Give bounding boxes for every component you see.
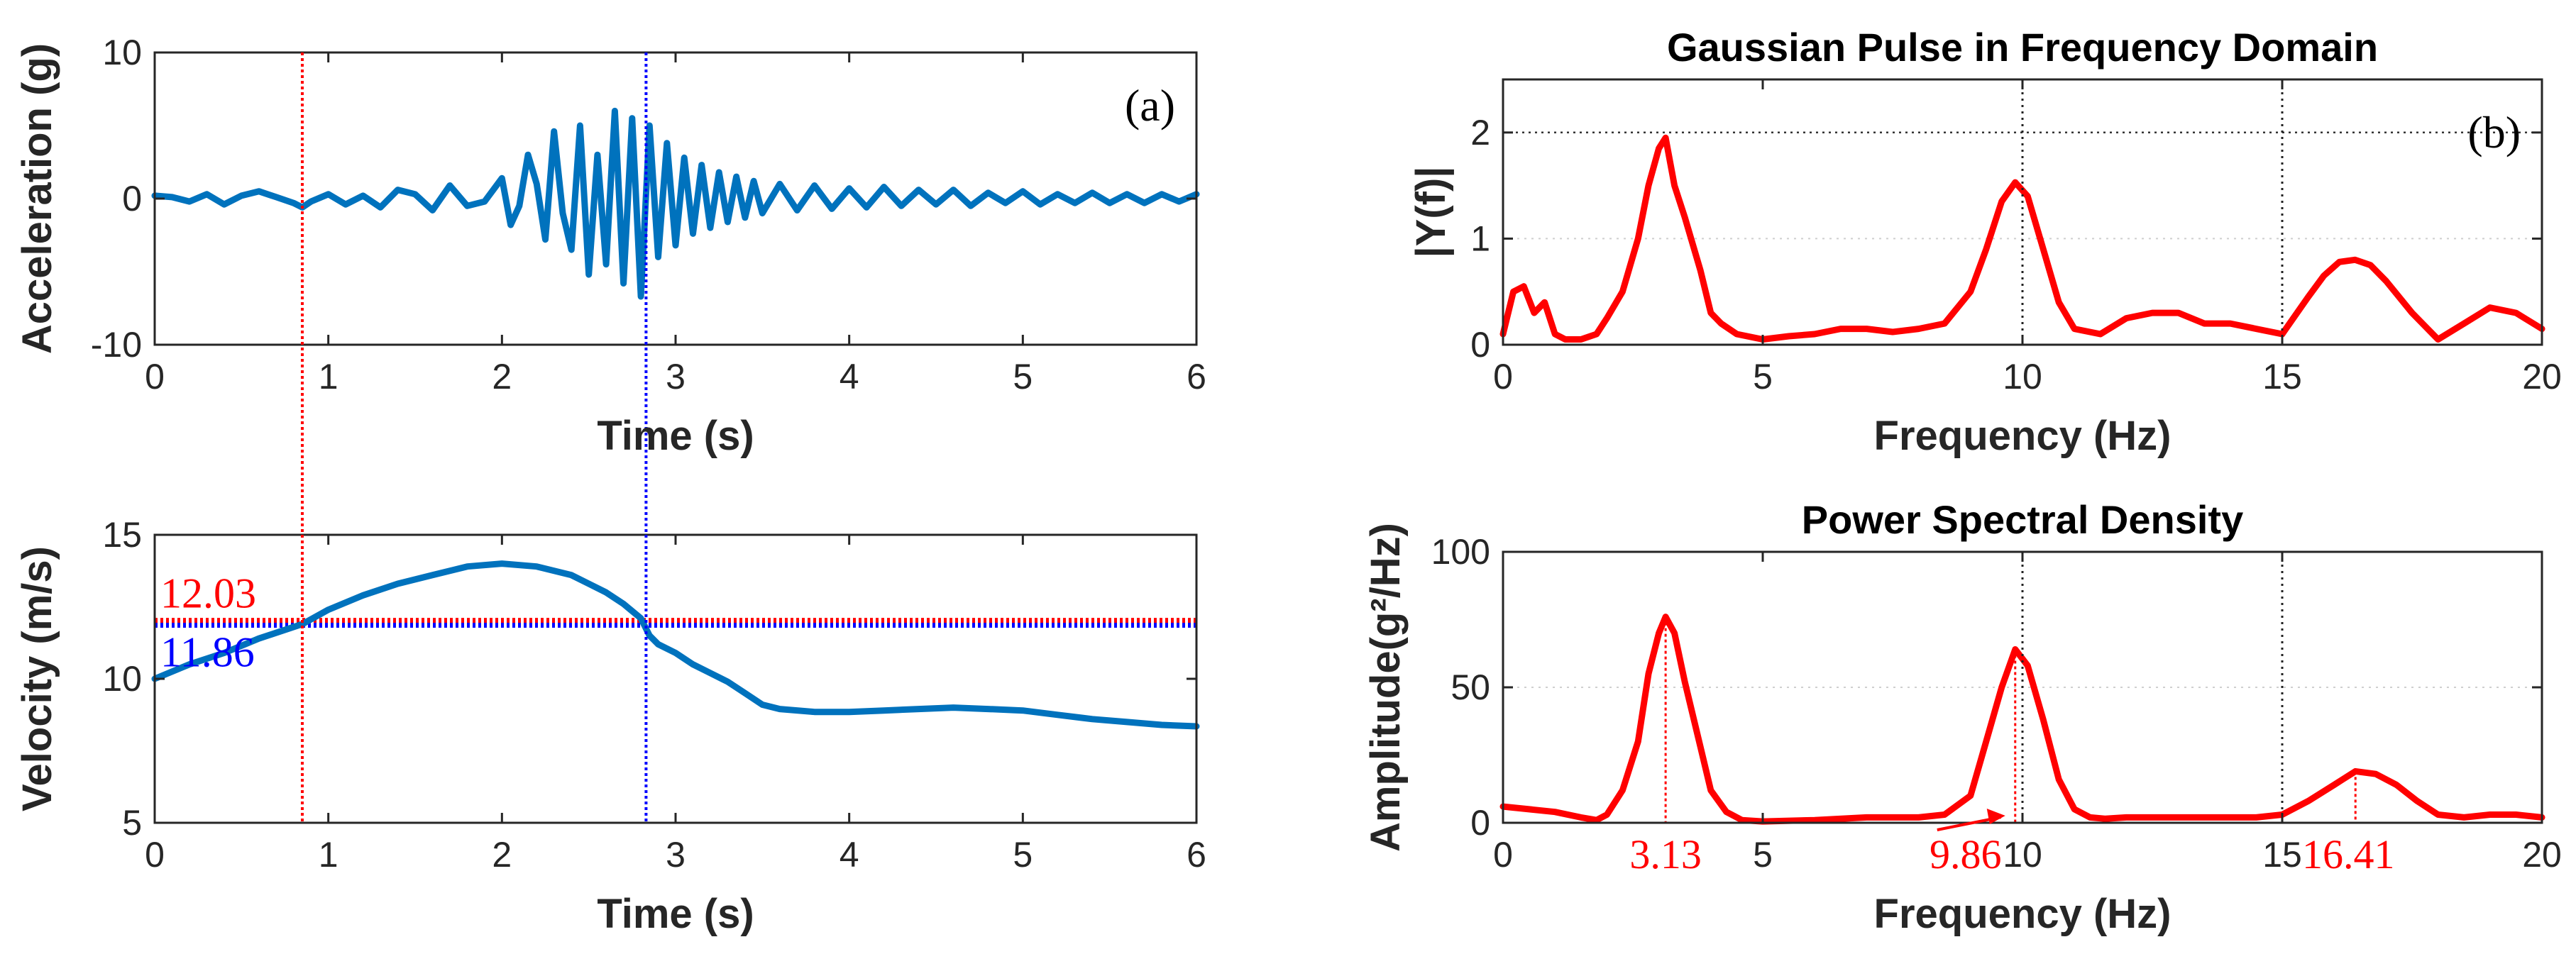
overlay-layer <box>153 51 2543 831</box>
psd-peak-label-1: 9.86 <box>1930 831 2002 877</box>
acc-xtick-label: 4 <box>840 357 859 396</box>
vel-axes-box <box>153 533 1198 824</box>
psd-xtick-label: 10 <box>2003 835 2042 875</box>
psd-xtick-label: 5 <box>1753 835 1773 875</box>
vel-xlabel: Time (s) <box>597 891 754 937</box>
psd-ytick-label: 50 <box>1451 667 1490 707</box>
vel-xtick-label: 2 <box>492 835 512 875</box>
fft-xtick-label: 20 <box>2522 357 2562 396</box>
vel-xtick-label: 5 <box>1013 835 1033 875</box>
fft-xtick-label: 0 <box>1493 357 1513 396</box>
vel-xtick-label: 4 <box>840 835 859 875</box>
acc-xtick-label: 3 <box>666 357 686 396</box>
acc-series-line-0 <box>151 107 1200 300</box>
vel-ylabel: Velocity (m/s) <box>14 546 60 811</box>
fft-xlabel: Frequency (Hz) <box>1874 413 2172 459</box>
vel-ytick-label: 15 <box>102 515 142 555</box>
acc-ytick-label: 10 <box>102 33 142 72</box>
fft-ylabel: |Y(f)| <box>1408 166 1454 257</box>
fft-ytick-label: 1 <box>1470 218 1490 258</box>
vel-ytick-label: 10 <box>102 659 142 699</box>
psd-xtick-label: 15 <box>2262 835 2302 875</box>
fft-xtick-label: 5 <box>1753 357 1773 396</box>
acc-xtick-label: 1 <box>319 357 338 396</box>
fft-ytick-label: 0 <box>1470 325 1490 365</box>
acc-ytick-label: -10 <box>91 325 142 365</box>
vel-hline-label-0: 12.03 <box>160 570 256 617</box>
fft-panel-tag: (b) <box>2467 107 2521 157</box>
acc-panel-tag: (a) <box>1125 80 1175 131</box>
psd-peak-label-0: 3.13 <box>1629 831 1702 877</box>
psd-xtick-label: 20 <box>2522 835 2562 875</box>
psd-title: Power Spectral Density <box>1802 497 2243 542</box>
psd-xlabel: Frequency (Hz) <box>1874 891 2172 937</box>
acc-xlabel: Time (s) <box>597 413 754 459</box>
psd-peak-arrow-head <box>1986 809 2005 824</box>
psd-ytick-label: 0 <box>1470 803 1490 843</box>
psd-peak-label-2: 16.41 <box>2302 831 2395 877</box>
vel-xtick-label: 3 <box>666 835 686 875</box>
acc-xtick-label: 2 <box>492 357 512 396</box>
acc-xtick-label: 6 <box>1187 357 1206 396</box>
acc-ylabel: Acceleration (g) <box>14 43 60 354</box>
psd-series-line-0 <box>1499 614 2545 825</box>
acc-xtick-label: 5 <box>1013 357 1033 396</box>
psd-xtick-label: 0 <box>1493 835 1513 875</box>
data-layer <box>151 107 2545 825</box>
psd-ylabel: Amplitude(g²/Hz) <box>1363 523 1409 852</box>
vel-series-line-0 <box>151 560 1200 730</box>
vel-xtick-label: 1 <box>319 835 338 875</box>
fft-series-line-0 <box>1499 134 2545 343</box>
vel-xtick-label: 6 <box>1187 835 1206 875</box>
fft-xtick-label: 15 <box>2262 357 2302 396</box>
acc-xtick-label: 0 <box>145 357 165 396</box>
vel-ytick-label: 5 <box>122 803 142 843</box>
fft-ytick-label: 2 <box>1470 113 1490 152</box>
fft-xtick-label: 10 <box>2003 357 2042 396</box>
vel-xtick-label: 0 <box>145 835 165 875</box>
psd-ytick-label: 100 <box>1431 532 1490 572</box>
vel-hline-label-1: 11.86 <box>160 628 255 675</box>
fft-title: Gaussian Pulse in Frequency Domain <box>1667 25 2378 70</box>
acc-ytick-label: 0 <box>122 179 142 218</box>
